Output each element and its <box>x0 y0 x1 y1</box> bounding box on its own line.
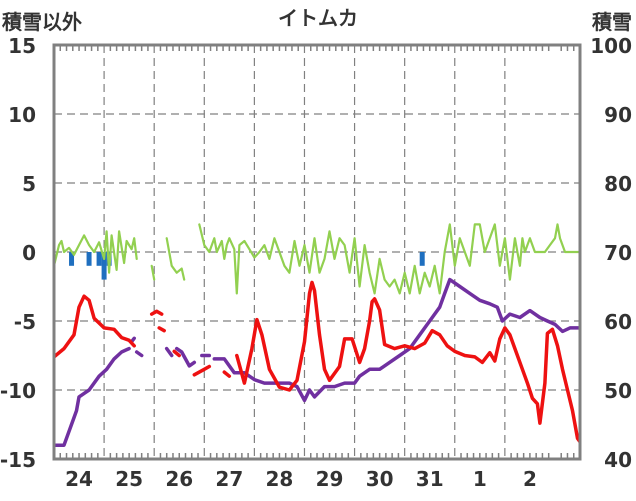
right-tick-label: 70 <box>604 241 632 265</box>
temperature-line <box>192 364 212 377</box>
snow_depth-line <box>212 277 580 403</box>
left-axis-title: 積雪以外 <box>2 10 82 34</box>
temperature-line <box>222 370 232 378</box>
left-tick-labels: 15 10 5 0 -5 -10 -15 <box>0 34 36 472</box>
temp_change-line <box>165 237 186 281</box>
x-tick-label: 1 <box>473 467 487 491</box>
snow_depth-line <box>174 346 197 368</box>
right-tick-label: 40 <box>604 448 632 472</box>
x-tick-labels: 24 25 26 27 28 29 30 31 1 2 <box>65 467 537 491</box>
x-tick-label: 25 <box>115 467 143 491</box>
temperature-line <box>172 349 181 358</box>
precipitation-bar <box>69 252 75 266</box>
left-tick-label: 0 <box>22 241 36 265</box>
x-tick-label: 27 <box>215 467 243 491</box>
left-tick-label: -10 <box>0 379 36 403</box>
precipitation-bar <box>96 252 102 266</box>
temp_change-line <box>150 264 156 281</box>
x-tick-label: 2 <box>523 467 537 491</box>
temperature-line <box>149 309 164 316</box>
snow_depth-line <box>134 350 144 358</box>
x-tick-label: 26 <box>165 467 193 491</box>
plot-frame <box>52 43 582 461</box>
precipitation-bar <box>86 252 92 266</box>
chart-title: イトムカ <box>278 6 358 30</box>
left-tick-label: -5 <box>14 310 36 334</box>
left-tick-label: 5 <box>22 172 36 196</box>
x-tick-label: 28 <box>266 467 294 491</box>
temp_change-line <box>54 230 138 274</box>
right-tick-label: 60 <box>604 310 632 334</box>
precipitation-bar <box>419 252 425 266</box>
temperature-line <box>235 280 580 445</box>
x-tick-label: 31 <box>416 467 444 491</box>
right-tick-label: 50 <box>604 379 632 403</box>
right-tick-label: 100 <box>590 34 632 58</box>
snow_depth-line <box>54 346 131 447</box>
temperature-line <box>157 326 166 333</box>
precipitation-bar <box>101 252 107 280</box>
temp_change-line <box>198 223 580 295</box>
x-tick-label: 24 <box>65 467 93 491</box>
temperature-line <box>54 294 136 359</box>
x-tick-label: 30 <box>366 467 394 491</box>
right-tick-label: 90 <box>604 103 632 127</box>
left-tick-label: -15 <box>0 448 36 472</box>
right-axis-title: 積雪 <box>592 10 632 34</box>
snow_depth-line <box>164 346 174 358</box>
left-tick-label: 15 <box>8 34 36 58</box>
series-lines <box>54 223 580 447</box>
left-tick-label: 10 <box>8 103 36 127</box>
x-tick-label: 29 <box>316 467 344 491</box>
right-tick-labels: 100 90 80 70 60 50 40 <box>590 34 632 472</box>
right-tick-label: 80 <box>604 172 632 196</box>
